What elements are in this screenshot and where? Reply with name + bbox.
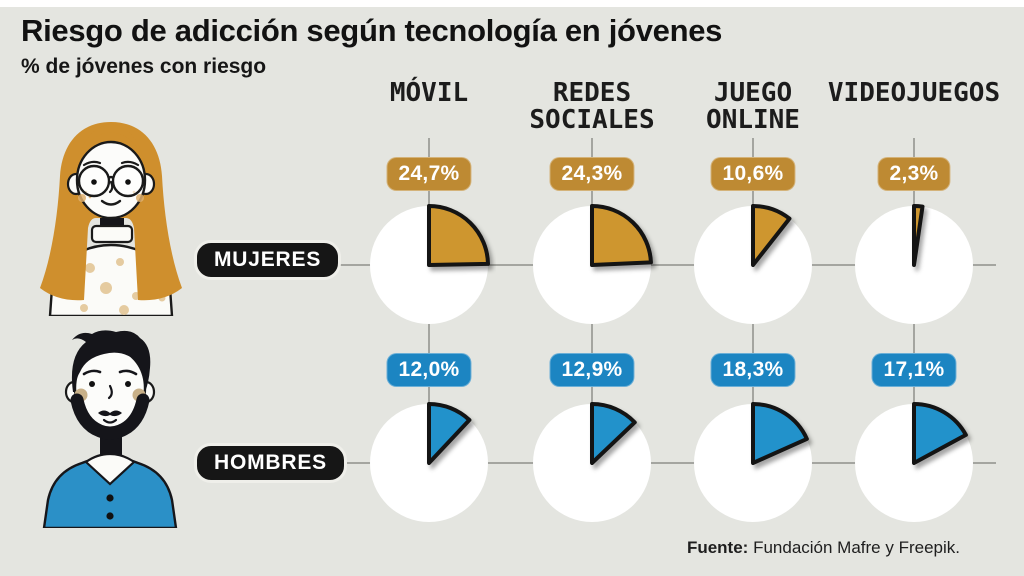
page-title: Riesgo de adicción según tecnología en j…	[21, 13, 723, 48]
pie-slice	[751, 204, 792, 267]
column-header-juego-online: JUEGO ONLINE	[706, 78, 800, 135]
row-label-hombres: HOMBRES	[194, 443, 347, 483]
value-badge-mujeres-1: 24,3%	[549, 157, 635, 191]
pie-slice	[427, 402, 472, 465]
pie-chart-mujeres-2	[694, 204, 812, 324]
source-text: Fundación Mafre y Freepik.	[748, 538, 960, 557]
pie-chart-mujeres-1	[533, 204, 653, 324]
woman-illustration	[40, 122, 182, 316]
pie-slice	[751, 402, 809, 465]
value-badge-hombres-3: 17,1%	[871, 353, 957, 387]
pie-chart-hombres-1	[533, 402, 651, 522]
value-badge-hombres-2: 18,3%	[710, 353, 796, 387]
value-badge-mujeres-0: 24,7%	[386, 157, 472, 191]
value-badge-mujeres-3: 2,3%	[877, 157, 951, 191]
row-label-mujeres: MUJERES	[194, 240, 342, 280]
chart-subtitle: % de jóvenes con riesgo	[21, 55, 267, 78]
pie-slice	[427, 204, 490, 267]
source-credit: Fuente: Fundación Mafre y Freepik.	[687, 538, 960, 558]
value-badge-hombres-1: 12,9%	[549, 353, 635, 387]
column-header-redes-sociales: REDES SOCIALES	[529, 78, 655, 135]
pie-chart-mujeres-3	[855, 204, 973, 324]
pie-slice	[912, 204, 925, 267]
top-strip	[0, 0, 1024, 7]
pie-slice	[590, 402, 637, 465]
pie-chart-hombres-3	[855, 402, 973, 522]
man-illustration	[42, 330, 178, 528]
pie-chart-hombres-0	[370, 402, 488, 522]
pie-slice	[590, 204, 653, 267]
value-badge-mujeres-2: 10,6%	[710, 157, 796, 191]
source-label: Fuente:	[686, 538, 749, 557]
column-header-videojuegos: VIDEOJUEGOS	[827, 78, 1001, 108]
pie-chart-mujeres-0	[370, 204, 490, 324]
column-header-movil: MÓVIL	[389, 78, 469, 108]
pie-chart-hombres-2	[694, 402, 812, 522]
pie-slice	[912, 402, 968, 465]
value-badge-hombres-0: 12,0%	[386, 353, 472, 387]
